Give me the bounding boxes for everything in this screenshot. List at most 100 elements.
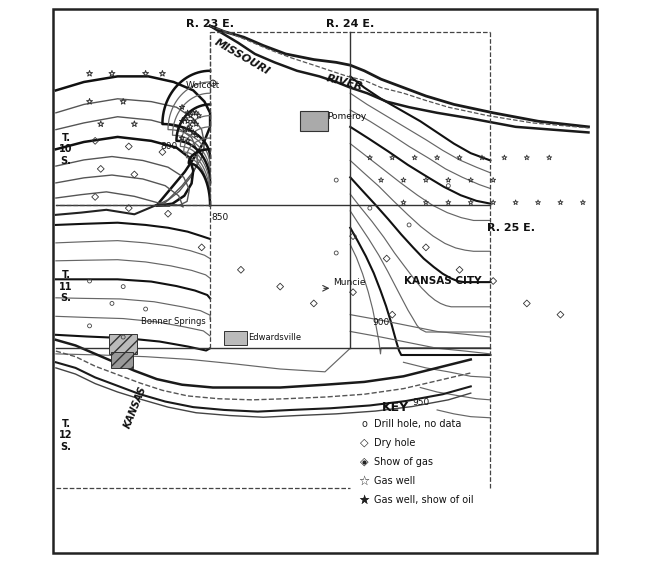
Point	[107, 299, 117, 308]
Text: KANSAS: KANSAS	[122, 384, 148, 430]
Point	[118, 282, 129, 291]
Text: Dry hole: Dry hole	[374, 438, 416, 448]
Point	[410, 153, 420, 162]
Text: T.
12
S.: T. 12 S.	[59, 419, 73, 452]
Point	[555, 198, 566, 207]
Text: R. 25 E.: R. 25 E.	[487, 223, 535, 233]
Text: ☆: ☆	[359, 475, 370, 488]
Point	[499, 153, 510, 162]
Point	[124, 203, 134, 212]
Text: MISSOURI: MISSOURI	[213, 37, 272, 76]
Point	[454, 153, 465, 162]
Point	[177, 103, 187, 112]
Point	[359, 457, 369, 466]
Text: ★: ★	[359, 493, 370, 507]
Text: 800: 800	[160, 142, 177, 151]
Point	[443, 198, 454, 207]
Text: Gas well, show of oil: Gas well, show of oil	[374, 495, 474, 505]
Point	[421, 243, 431, 252]
Point	[118, 333, 129, 342]
Point	[236, 265, 246, 274]
Point	[488, 175, 499, 184]
Text: Pomeroy: Pomeroy	[327, 112, 366, 121]
Bar	[111, 352, 133, 368]
Point	[90, 192, 100, 201]
Point	[129, 170, 140, 179]
Text: KEY: KEY	[382, 401, 409, 414]
Point	[140, 305, 151, 314]
Point	[179, 114, 190, 123]
Point	[191, 120, 202, 129]
Point	[348, 288, 358, 297]
Point	[183, 137, 193, 146]
Point	[179, 125, 190, 134]
Point	[107, 69, 117, 78]
Point	[398, 198, 409, 207]
Point	[521, 153, 532, 162]
Point	[84, 69, 95, 78]
Point	[188, 128, 198, 137]
Point	[84, 97, 95, 106]
Point	[84, 321, 95, 330]
Text: Bonner Springs: Bonner Springs	[141, 317, 206, 326]
Text: R. 23 E.: R. 23 E.	[186, 19, 234, 29]
Point	[465, 198, 476, 207]
Point	[188, 117, 198, 126]
Point	[365, 203, 375, 212]
Point	[432, 153, 442, 162]
Point	[96, 164, 106, 173]
Point	[185, 123, 196, 132]
Point	[578, 198, 588, 207]
Point	[177, 117, 187, 126]
Point	[387, 153, 397, 162]
Point	[90, 137, 100, 146]
Point	[533, 198, 543, 207]
Point	[208, 79, 218, 88]
Point	[376, 175, 386, 184]
Point	[183, 108, 193, 117]
Point	[185, 111, 196, 120]
Point	[188, 108, 198, 117]
Point	[157, 148, 168, 157]
Point	[555, 310, 566, 319]
Point	[421, 175, 431, 184]
Point	[84, 277, 95, 285]
Bar	[224, 332, 246, 346]
Point	[183, 125, 193, 134]
Text: 900: 900	[372, 318, 390, 327]
Point	[510, 198, 521, 207]
Text: 850: 850	[211, 212, 228, 221]
Text: o: o	[361, 419, 367, 429]
Text: T.
10
S.: T. 10 S.	[59, 133, 73, 166]
Text: Muncie: Muncie	[333, 278, 366, 287]
Point	[196, 243, 207, 252]
Point	[404, 220, 414, 229]
Bar	[300, 111, 328, 131]
Text: ★: ★	[359, 493, 370, 507]
Point	[118, 97, 129, 106]
Point	[476, 153, 487, 162]
Point	[521, 299, 532, 308]
Point	[443, 175, 454, 184]
Point	[465, 175, 476, 184]
Point	[454, 265, 465, 274]
Point	[443, 181, 454, 190]
Point	[387, 310, 397, 319]
Text: RIVER: RIVER	[325, 74, 364, 93]
Point	[398, 175, 409, 184]
Point	[194, 111, 204, 120]
Text: ◇: ◇	[360, 457, 369, 467]
Point	[163, 209, 174, 218]
Point	[331, 175, 341, 184]
Point	[129, 120, 140, 129]
Point	[124, 142, 134, 151]
Text: Show of gas: Show of gas	[374, 457, 434, 467]
Point	[421, 198, 431, 207]
Text: Gas well: Gas well	[374, 476, 415, 486]
Point	[157, 69, 168, 78]
Text: 950: 950	[413, 398, 430, 407]
Point	[191, 131, 202, 140]
Point	[488, 198, 499, 207]
Bar	[109, 334, 137, 354]
Point	[275, 282, 285, 291]
